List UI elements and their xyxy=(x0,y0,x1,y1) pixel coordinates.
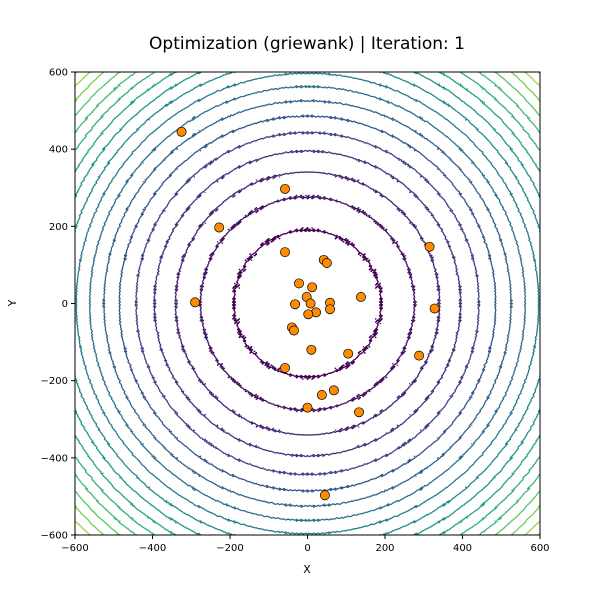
data-point xyxy=(290,299,301,310)
contour-line-13 xyxy=(75,72,540,535)
contour-line-7 xyxy=(88,85,527,522)
x-tick-label: 400 xyxy=(453,543,472,554)
data-point xyxy=(302,402,313,413)
contour-layer xyxy=(75,72,540,535)
x-axis-label: X xyxy=(303,563,311,576)
y-tick-label: 0 xyxy=(62,299,68,310)
contour-line-0 xyxy=(231,227,384,380)
data-point xyxy=(280,362,290,373)
x-tick-label: 600 xyxy=(530,543,549,554)
data-point xyxy=(321,258,332,268)
data-point xyxy=(319,490,330,501)
y-axis-label: Y xyxy=(6,299,19,307)
data-point xyxy=(280,247,290,258)
data-point xyxy=(316,389,327,400)
data-point xyxy=(328,385,339,396)
contour-line-10 xyxy=(75,72,540,535)
x-tick-label: −600 xyxy=(61,543,88,554)
contour-line-9 xyxy=(75,72,540,535)
contour-line-1 xyxy=(198,194,417,413)
x-tick-label: 0 xyxy=(304,543,310,554)
contour-line-3 xyxy=(152,149,463,458)
data-point xyxy=(414,350,425,361)
data-point xyxy=(214,222,225,233)
y-tick-label: −400 xyxy=(41,453,68,464)
contour-line-4 xyxy=(134,131,481,476)
data-point xyxy=(176,126,187,137)
scatter-layer xyxy=(176,126,440,501)
contour-line-5 xyxy=(118,114,497,493)
data-point xyxy=(424,241,435,252)
data-point xyxy=(325,304,335,315)
contour-line-8 xyxy=(75,72,540,535)
data-point xyxy=(356,291,366,302)
y-tick-label: 400 xyxy=(49,145,68,156)
contour-line-14 xyxy=(75,72,540,535)
y-tick-label: 600 xyxy=(49,68,68,79)
contour-line-12 xyxy=(75,72,540,535)
contour-line-2 xyxy=(174,171,441,436)
contour-line-11 xyxy=(75,72,540,535)
data-point xyxy=(280,183,290,194)
data-point xyxy=(288,325,299,336)
y-tick-label: −200 xyxy=(41,376,68,387)
data-point xyxy=(305,298,316,309)
data-point xyxy=(354,407,364,418)
contour-line-15 xyxy=(75,72,540,535)
data-point xyxy=(294,278,304,289)
data-point xyxy=(190,297,201,308)
x-tick-label: 200 xyxy=(375,543,394,554)
chart-title: Optimization (griewank) | Iteration: 1 xyxy=(149,34,465,54)
data-point xyxy=(343,348,354,359)
x-axis: −600 −400 −200 0 200 400 600 xyxy=(61,535,550,554)
data-point xyxy=(306,344,317,355)
y-tick-label: −600 xyxy=(41,531,68,542)
data-point xyxy=(303,309,314,320)
contour-line-16 xyxy=(75,72,540,535)
x-tick-label: −200 xyxy=(216,543,243,554)
contour-line-6 xyxy=(102,99,513,508)
x-tick-label: −400 xyxy=(139,543,166,554)
data-point xyxy=(307,282,318,293)
y-tick-label: 200 xyxy=(49,222,68,233)
data-point xyxy=(429,303,440,314)
y-axis: −600 −400 −200 0 200 400 600 xyxy=(41,68,75,542)
